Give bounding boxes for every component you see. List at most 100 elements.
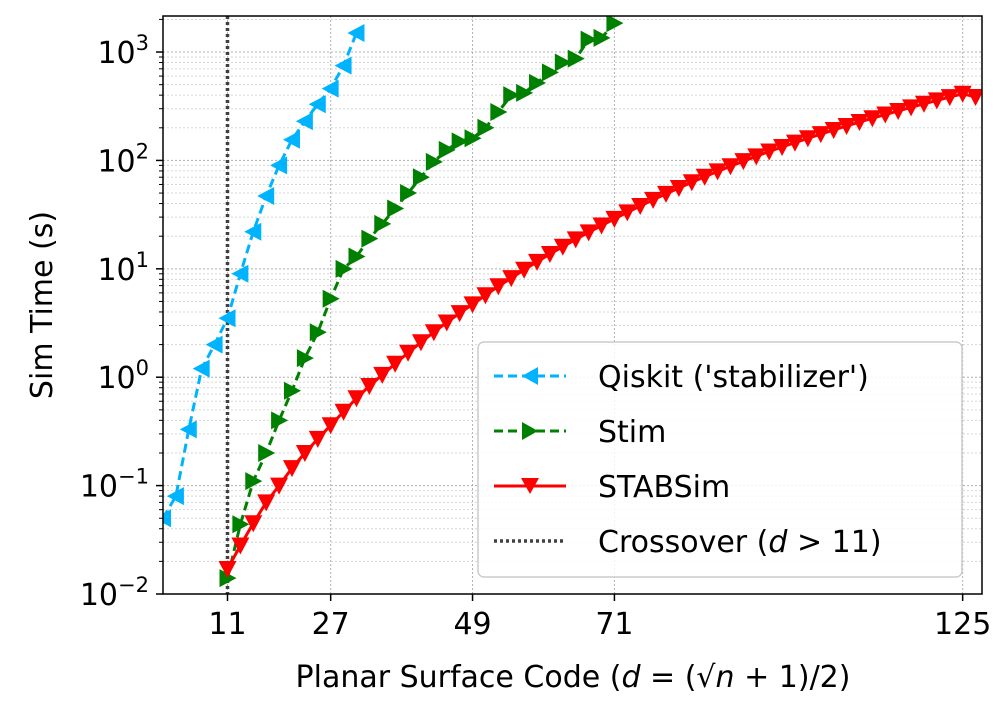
data-point-stabsim [244, 515, 263, 533]
data-point-stim [348, 247, 366, 266]
data-point-stabsim [321, 417, 340, 435]
data-point-stabsim [734, 153, 753, 171]
data-point-stabsim [760, 143, 779, 161]
y-tick-label: 100 [97, 356, 149, 396]
data-point-stabsim [773, 139, 792, 157]
data-point-stabsim [386, 355, 405, 373]
data-point-stim [309, 323, 327, 342]
legend-label-crossover: Crossover (d > 11) [598, 525, 882, 560]
y-tick-label: 102 [97, 139, 149, 179]
y-axis-label: Sim Time (s) [25, 211, 60, 399]
data-point-stabsim [295, 444, 314, 462]
data-point-stabsim [695, 168, 714, 186]
data-point-qiskit [244, 222, 262, 241]
legend-entry-qiskit: Qiskit ('stabilizer') [494, 360, 869, 395]
y-tick-label: 10−2 [80, 573, 149, 613]
data-point-stabsim [721, 158, 740, 176]
data-point-qiskit [321, 79, 339, 98]
data-point-stim [400, 184, 418, 203]
data-point-stabsim [850, 114, 869, 132]
legend-marker-qiskit [522, 367, 538, 385]
data-point-stabsim [824, 121, 843, 139]
data-point-stim [503, 86, 521, 105]
data-point-stabsim [489, 278, 508, 296]
data-point-stim [606, 16, 624, 33]
data-point-stabsim [528, 253, 547, 271]
data-point-stabsim [540, 246, 559, 264]
data-point-stabsim [282, 460, 301, 478]
data-point-stabsim [708, 163, 727, 181]
data-point-stabsim [644, 191, 663, 209]
data-point-qiskit [205, 335, 223, 354]
legend-entry-stabsim: STABSim [494, 470, 730, 505]
data-point-stim [580, 30, 598, 49]
data-point-stabsim [747, 148, 766, 166]
data-point-stabsim [863, 110, 882, 128]
x-tick-label: 71 [595, 607, 633, 642]
data-point-qiskit [163, 509, 171, 528]
data-point-stabsim [424, 324, 443, 342]
data-point-qiskit [308, 95, 326, 114]
data-point-stabsim [669, 179, 688, 197]
data-point-stim [567, 49, 585, 68]
data-point-qiskit [166, 487, 184, 506]
data-point-stabsim [785, 134, 804, 152]
series-layer [163, 16, 982, 594]
data-point-stim [541, 63, 559, 82]
data-point-stabsim [437, 314, 456, 332]
data-point-stabsim [605, 210, 624, 228]
data-point-stabsim [399, 344, 418, 362]
data-point-stim [283, 381, 301, 400]
legend-marker-stabsim [521, 478, 539, 494]
data-point-stim [245, 472, 263, 491]
data-point-stabsim [657, 185, 676, 203]
data-point-stabsim [553, 238, 572, 256]
data-point-stim [219, 569, 237, 588]
data-point-stim [529, 73, 547, 92]
data-point-stim [271, 411, 289, 430]
data-point-stabsim [476, 287, 495, 305]
data-point-stabsim [218, 561, 237, 579]
legend-label-stabsim: STABSim [598, 470, 730, 505]
data-point-qiskit [192, 359, 210, 378]
x-tick-label: 27 [312, 607, 350, 642]
data-point-stabsim [502, 270, 521, 288]
data-point-stim [335, 259, 353, 278]
y-tick-label: 10−1 [80, 465, 149, 505]
legend-entry-crossover: Crossover (d > 11) [494, 525, 882, 560]
x-tick-label: 125 [934, 607, 991, 642]
data-point-stabsim [270, 477, 289, 495]
data-point-stim [438, 140, 456, 159]
data-point-stabsim [631, 197, 650, 215]
data-point-stabsim [889, 102, 908, 120]
data-point-stim [296, 349, 314, 368]
data-point-stabsim [334, 403, 353, 421]
data-point-stim [232, 515, 250, 534]
data-point-stim [387, 199, 405, 218]
data-point-qiskit [218, 309, 236, 328]
data-point-stabsim [257, 494, 276, 512]
data-point-stabsim [618, 204, 637, 222]
legend-label-qiskit: Qiskit ('stabilizer') [598, 360, 869, 395]
data-point-stabsim [231, 537, 250, 555]
x-axis-label: Planar Surface Code (d = (√n + 1)/2) [296, 660, 851, 695]
data-point-stim [554, 53, 572, 72]
data-point-stim [464, 129, 482, 148]
data-point-stim [374, 214, 392, 233]
data-point-stim [425, 152, 443, 171]
data-point-stabsim [411, 334, 430, 352]
data-point-qiskit [347, 23, 365, 42]
data-point-stabsim [566, 231, 585, 249]
plot-frame [162, 15, 983, 595]
data-point-stim [451, 132, 469, 151]
data-point-stabsim [927, 92, 946, 110]
legend: Qiskit ('stabilizer') Stim STABSim Cross… [477, 341, 963, 578]
data-point-stabsim [966, 88, 982, 106]
data-point-stim [516, 83, 534, 102]
data-point-qiskit [282, 130, 300, 149]
data-point-stabsim [876, 106, 895, 124]
legend-marker-stim [522, 422, 538, 440]
data-point-qiskit [295, 112, 313, 131]
